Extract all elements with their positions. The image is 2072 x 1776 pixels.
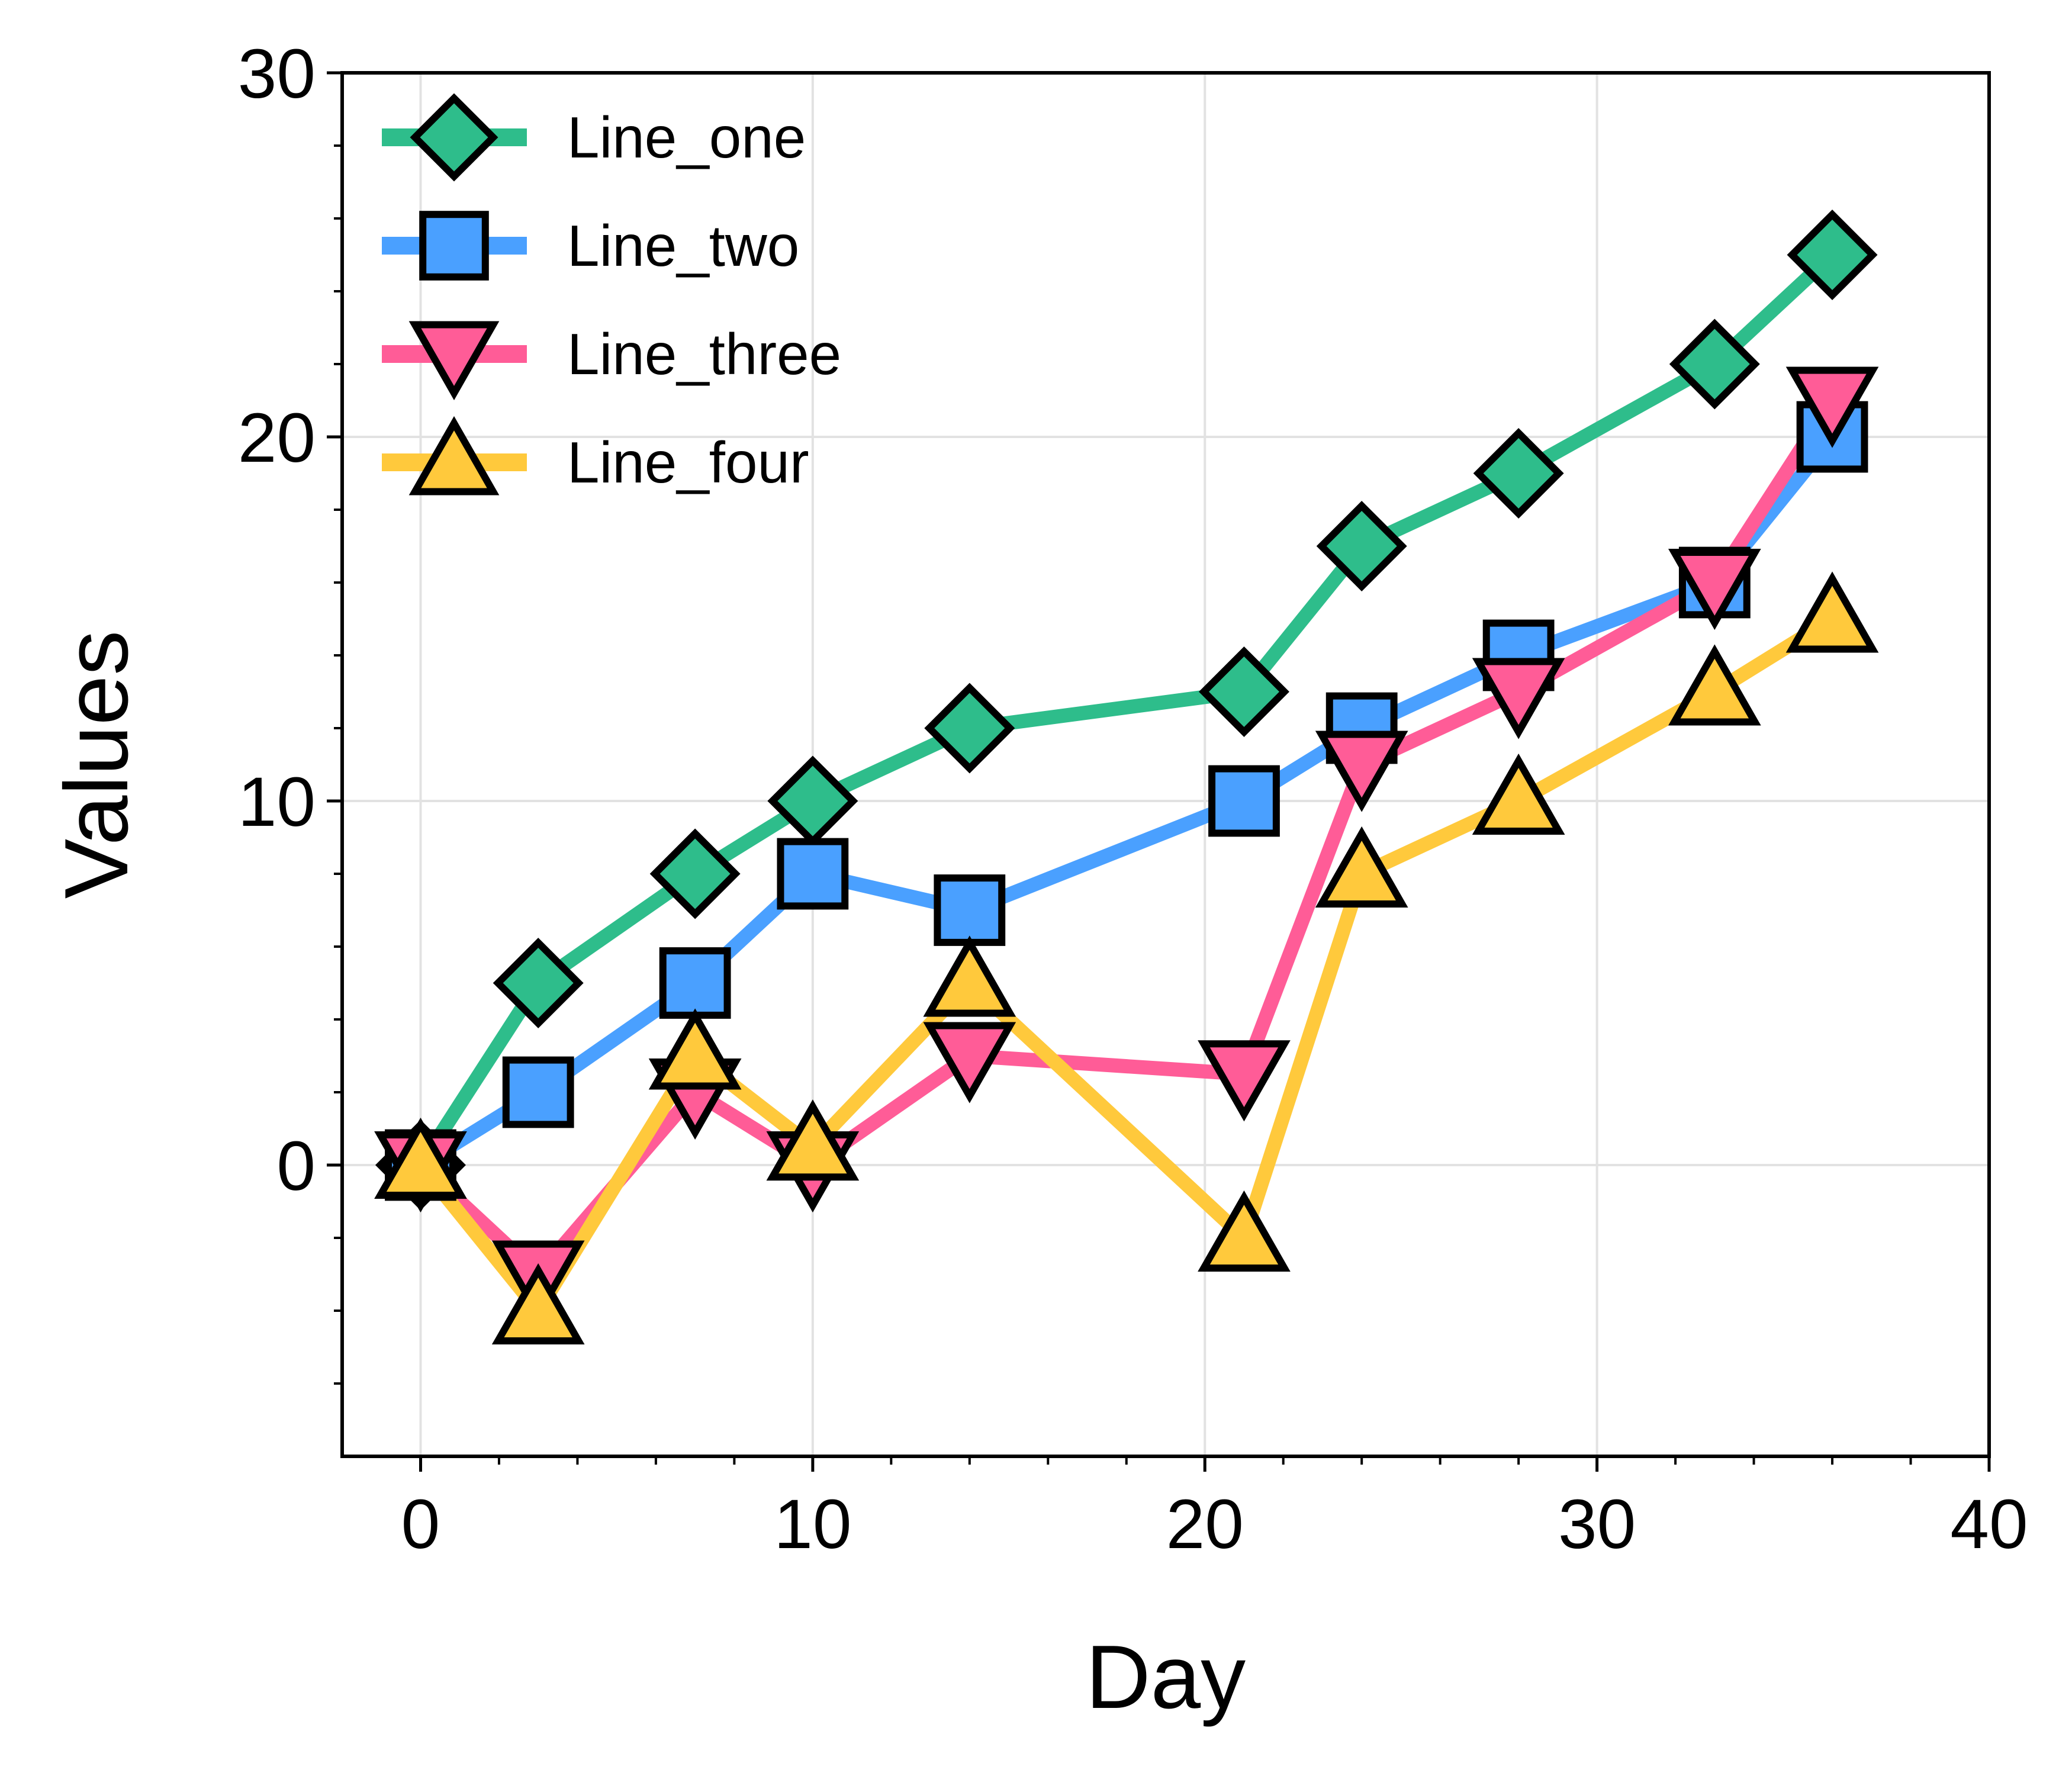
- legend-item: Line_two: [382, 211, 799, 281]
- data-point-Line_one: [1669, 318, 1760, 410]
- data-point-Line_four: [491, 1263, 585, 1344]
- x-tick-label: 20: [1166, 1485, 1244, 1563]
- data-point-Line_one: [924, 683, 1015, 774]
- data-point-Line_two: [1208, 765, 1280, 837]
- data-point-Line_three: [1315, 731, 1408, 812]
- series-markers: [374, 210, 1879, 1344]
- data-point-Line_one: [1316, 501, 1407, 591]
- data-point-Line_three: [923, 1022, 1016, 1103]
- x-axis-title: Day: [1086, 1627, 1246, 1727]
- y-tick-label: 20: [238, 399, 316, 477]
- data-point-Line_two: [659, 947, 731, 1019]
- data-point-Line_two: [777, 838, 849, 910]
- plot-series: [374, 210, 1879, 1344]
- legend-item: Line_three: [382, 321, 841, 401]
- data-point-Line_four: [648, 1008, 742, 1090]
- data-point-Line_three: [1472, 658, 1565, 739]
- data-point-Line_four: [923, 935, 1016, 1017]
- data-point-Line_two: [934, 874, 1006, 946]
- legend-label: Line_three: [567, 321, 841, 387]
- legend-item: Line_four: [382, 416, 809, 496]
- axis-ticks: 0 10 20 30 40 0 10 20 30: [238, 35, 2028, 1563]
- series-line-Line_two: [417, 432, 1838, 1172]
- x-tick-label: 0: [401, 1485, 440, 1563]
- data-point-Line_four: [1668, 644, 1761, 726]
- legend-marker-Line_three: [408, 321, 500, 401]
- y-tick-label: 30: [238, 35, 316, 113]
- x-tick-label: 10: [774, 1485, 851, 1563]
- data-point-Line_four: [1198, 1190, 1291, 1272]
- data-point-Line_four: [374, 1117, 467, 1199]
- series-lines: [414, 249, 1839, 1323]
- series-line-Line_four: [415, 613, 1836, 1323]
- plot-frame: [340, 71, 1991, 1458]
- legend-label: Line_one: [567, 105, 806, 170]
- y-axis-title: Values: [46, 630, 147, 899]
- data-point-Line_one: [493, 938, 584, 1028]
- legend-marker-Line_one: [410, 93, 498, 182]
- data-point-Line_one: [1787, 210, 1878, 300]
- data-point-Line_one: [1473, 428, 1564, 519]
- legend-marker-Line_four: [408, 416, 500, 496]
- legend-item: Line_one: [382, 93, 806, 182]
- series-line-Line_three: [416, 396, 1839, 1285]
- x-tick-label: 30: [1558, 1485, 1636, 1563]
- grid: [342, 72, 1990, 1456]
- data-point-Line_one: [1198, 646, 1289, 737]
- legend: Line_one Line_two Line_three Line_four: [382, 93, 841, 496]
- x-tick-label: 40: [1950, 1485, 2028, 1563]
- legend-label: Line_two: [567, 213, 799, 278]
- data-point-Line_one: [767, 755, 858, 847]
- series-line-Line_one: [414, 249, 1838, 1169]
- data-point-Line_four: [1785, 571, 1879, 653]
- data-point-Line_four: [1315, 826, 1408, 908]
- data-point-Line_one: [649, 828, 741, 919]
- legend-label: Line_four: [567, 430, 809, 495]
- data-point-Line_two: [502, 1056, 574, 1128]
- data-point-Line_four: [1472, 753, 1565, 835]
- data-point-Line_three: [1198, 1040, 1291, 1122]
- y-tick-label: 10: [238, 763, 316, 841]
- data-point-Line_three: [1668, 549, 1761, 630]
- data-point-Line_four: [766, 1099, 860, 1181]
- legend-marker-Line_two: [419, 211, 489, 281]
- y-tick-label: 0: [276, 1127, 316, 1205]
- data-point-Line_three: [1785, 366, 1879, 448]
